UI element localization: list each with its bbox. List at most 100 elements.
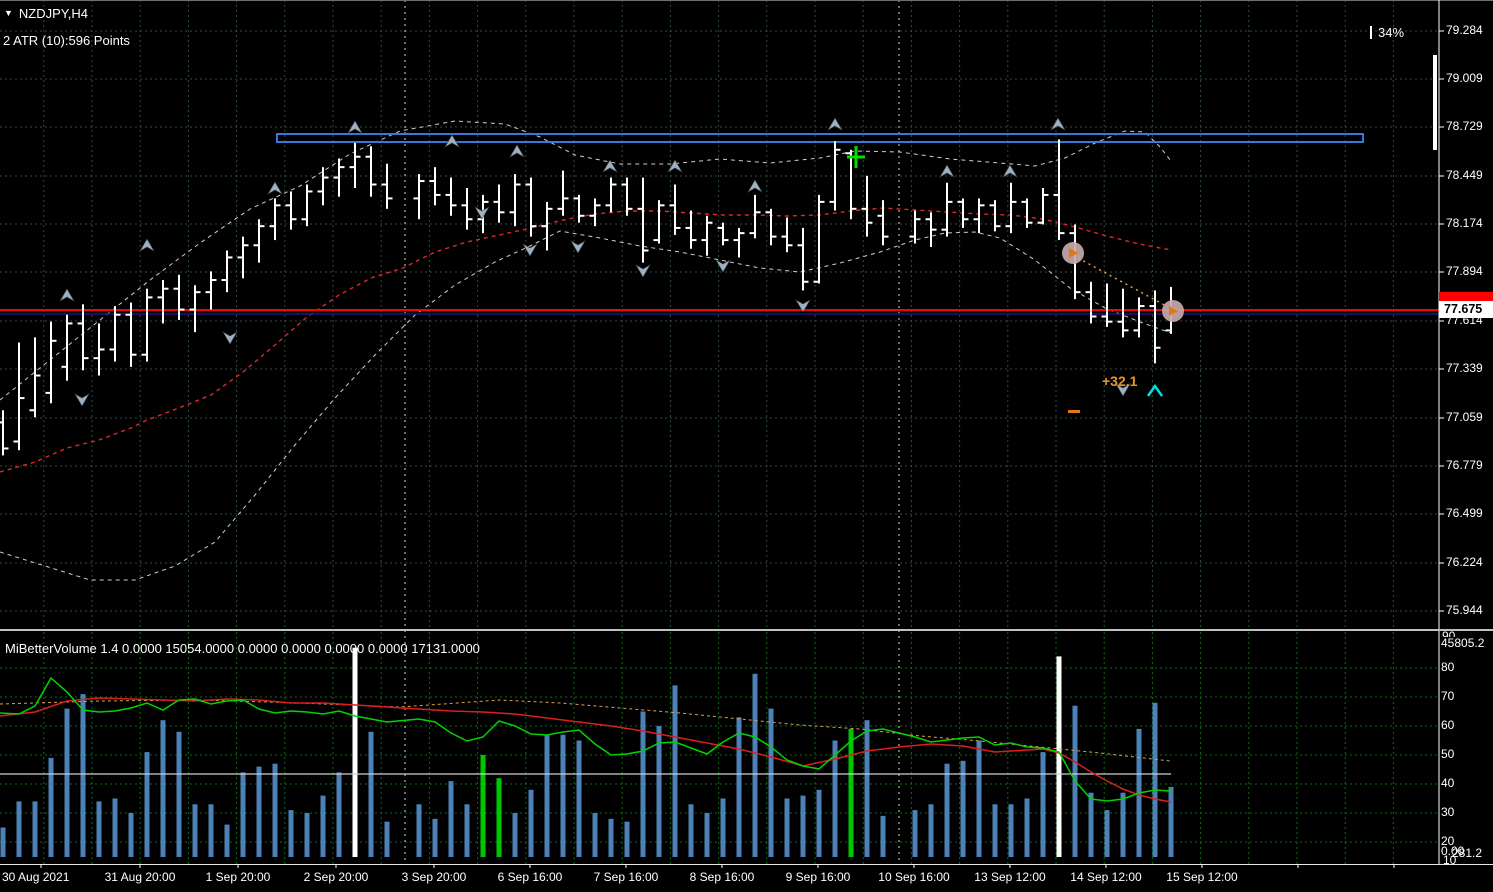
fractal-up-icon [139, 238, 155, 252]
fractal-down-icon [1115, 383, 1131, 397]
volume-bar [992, 804, 998, 857]
price-axis-label: 77.894 [1446, 264, 1483, 278]
volume-orange-dashed-line [0, 699, 1171, 762]
atr-indicator-label: 2 ATR (10):596 Points [3, 33, 130, 48]
time-axis-label: 10 Sep 16:00 [878, 870, 950, 884]
time-axis-label: 8 Sep 16:00 [689, 870, 755, 884]
volume-bar [272, 763, 278, 857]
fractal-down-icon [795, 299, 811, 313]
volume-bar [656, 726, 662, 857]
volume-bar [80, 694, 86, 857]
volume-bar [48, 757, 54, 857]
price-axis-label: 76.499 [1446, 506, 1483, 520]
fractal-up-icon [347, 120, 363, 134]
volume-bar [976, 740, 982, 857]
resistance-line [276, 133, 1364, 143]
fractal-up-icon [444, 134, 460, 148]
symbol-dropdown-icon[interactable]: ▼ [4, 8, 13, 18]
volume-axis-label: 20 [1441, 834, 1455, 848]
volume-bar [176, 731, 182, 857]
volume-ma-green-line [0, 676, 1172, 802]
fractal-down-icon [715, 259, 731, 273]
price-axis-label: 77.059 [1446, 410, 1483, 424]
fractal-down-icon [522, 243, 538, 257]
fractal-up-icon [1002, 164, 1018, 178]
volume-bar [480, 755, 486, 857]
volume-bar [944, 763, 950, 857]
volume-bar [240, 772, 246, 857]
time-axis-label: 15 Sep 12:00 [1166, 870, 1238, 884]
volume-bar [432, 818, 438, 857]
volume-bar [624, 821, 630, 857]
volume-bar [1024, 798, 1030, 857]
cyan-arrow-icon [1146, 383, 1164, 397]
trade-arrow-icon [1069, 248, 1078, 258]
volume-bar [336, 772, 342, 857]
price-axis-label: 77.614 [1446, 313, 1483, 327]
time-axis-label: 9 Sep 16:00 [785, 870, 851, 884]
price-axis-label: 76.224 [1446, 555, 1483, 569]
volume-bar [32, 801, 38, 857]
volume-bar [752, 673, 758, 857]
volume-bar [208, 804, 214, 857]
time-axis-label: 6 Sep 16:00 [497, 870, 563, 884]
volume-bar [128, 813, 134, 857]
fractal-up-icon [1050, 117, 1066, 131]
volume-bar [64, 708, 70, 857]
volume-bar [1120, 792, 1126, 857]
volume-indicator-label: MiBetterVolume 1.4 0.0000 15054.0000 0.0… [5, 641, 480, 656]
volume-bar [640, 711, 646, 857]
volume-bar [112, 798, 118, 857]
volume-bar [1008, 804, 1014, 857]
volume-axis-label: 10 [1443, 853, 1457, 867]
fractal-down-icon [570, 240, 586, 254]
fractal-up-icon [267, 181, 283, 195]
volume-bar [704, 813, 710, 857]
volume-axis-label: 70 [1441, 689, 1455, 703]
time-axis-label: 31 Aug 20:00 [104, 870, 176, 884]
volume-bar [528, 789, 534, 857]
margin-percent-label: 34% [1378, 25, 1405, 40]
symbol-title: ▼ NZDJPY,H4 [4, 6, 88, 21]
time-axis-label: 2 Sep 20:00 [303, 870, 369, 884]
volume-bar [352, 647, 358, 857]
volume-bar [672, 685, 678, 857]
price-axis-label: 77.339 [1446, 361, 1483, 375]
time-axis-label: 7 Sep 16:00 [593, 870, 659, 884]
price-axis-label: 75.944 [1446, 603, 1483, 617]
margin-percent-bar [1370, 26, 1372, 39]
volume-bar [1104, 810, 1110, 857]
price-axis-label: 79.284 [1446, 23, 1483, 37]
fractal-down-icon [474, 206, 490, 220]
volume-bar [1088, 792, 1094, 857]
volume-axis-label: 45805.2 [1441, 636, 1485, 650]
time-axis-label: 14 Sep 12:00 [1070, 870, 1142, 884]
volume-bar [544, 734, 550, 857]
trade-arrow-icon [1169, 306, 1178, 316]
lower-band-line [0, 230, 1172, 581]
volume-bar [800, 795, 806, 857]
volume-axis-label: 40 [1441, 776, 1455, 790]
trade-connector-line [1077, 257, 1169, 308]
volume-ma-red-line [0, 697, 1172, 803]
fractal-up-icon [602, 159, 618, 173]
time-axis-label: 3 Sep 20:00 [401, 870, 467, 884]
volume-bar [144, 752, 150, 857]
fractal-up-icon [747, 179, 763, 193]
fractal-up-icon [667, 159, 683, 173]
volume-bar [160, 720, 166, 857]
volume-bar [784, 798, 790, 857]
volume-bar [832, 740, 838, 857]
price-axis-label: 78.729 [1446, 119, 1483, 133]
volume-bar [880, 815, 886, 857]
volume-bar [592, 813, 598, 857]
volume-bar [816, 789, 822, 857]
volume-bar [848, 728, 854, 857]
volume-bar [560, 734, 566, 857]
price-axis-label: 78.449 [1446, 168, 1483, 182]
volume-bar [688, 804, 694, 857]
ma-red-dashed-line [0, 207, 1172, 473]
volume-bar [256, 766, 262, 857]
